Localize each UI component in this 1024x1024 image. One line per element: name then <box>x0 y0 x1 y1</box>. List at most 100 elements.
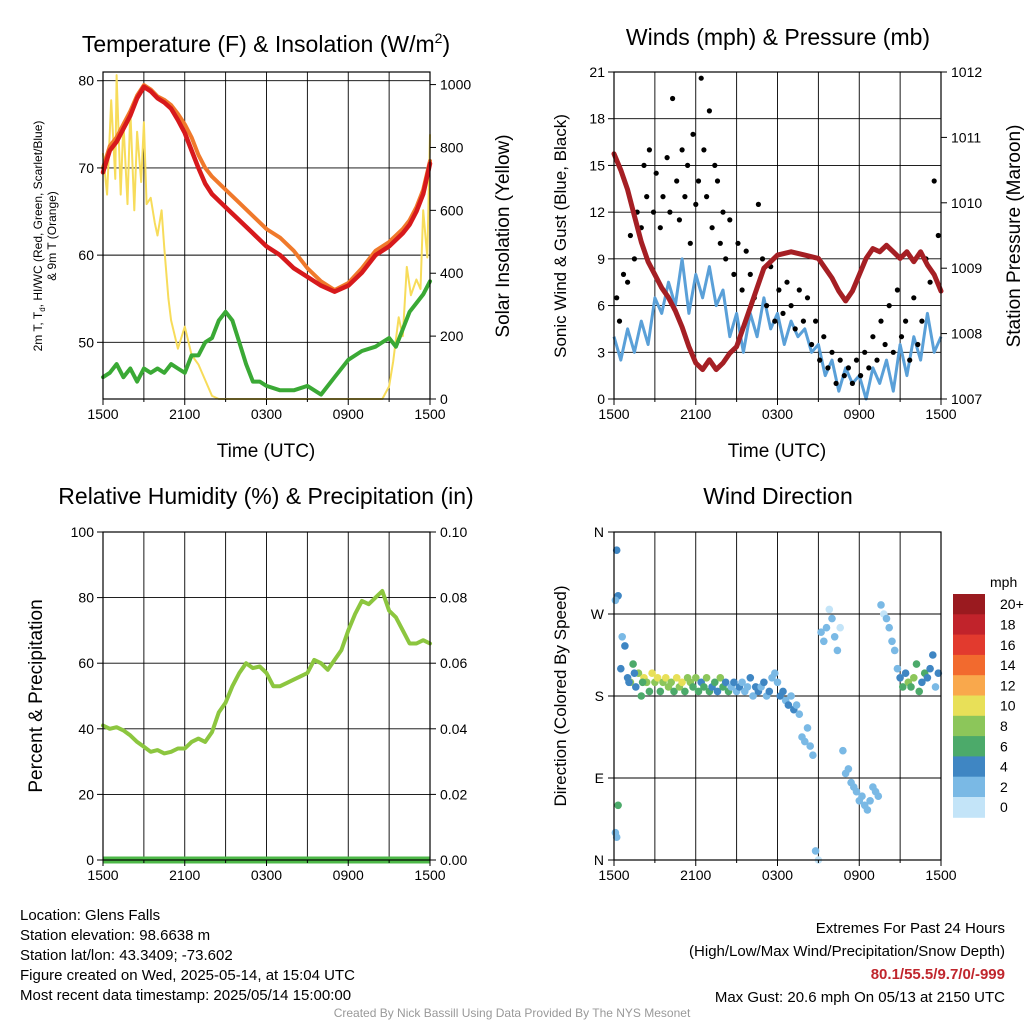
y2-tick-label: 1007 <box>951 391 982 407</box>
direction-point <box>820 637 828 646</box>
station-info: Location: Glens Falls Station elevation:… <box>20 906 355 1006</box>
wind-direction-grid <box>614 532 941 860</box>
x-tick-label: 1500 <box>598 406 629 422</box>
direction-point <box>672 674 681 682</box>
gust-point <box>690 131 696 137</box>
gust-point <box>759 256 766 262</box>
gust-point <box>784 279 790 285</box>
extremes-description: (High/Low/Max Wind/Precipitation/Snow De… <box>689 943 1005 960</box>
direction-point <box>614 801 622 810</box>
gust-point <box>667 209 673 215</box>
gust-point <box>657 225 663 231</box>
direction-point <box>765 687 774 696</box>
y-tick-label: 3 <box>597 344 605 360</box>
direction-point <box>702 674 711 682</box>
direction-point <box>901 669 910 677</box>
direction-point <box>662 674 670 682</box>
direction-point <box>632 683 640 691</box>
gust-point <box>704 194 710 200</box>
y-tick-label: 9 <box>597 251 605 267</box>
y-tick-label: 20 <box>78 786 94 802</box>
direction-point <box>611 596 620 605</box>
direction-point <box>923 674 932 682</box>
y2-tick-label: 0.04 <box>440 721 467 737</box>
winds-xlabel: Time (UTC) <box>728 441 827 462</box>
y2-tick-label: 1009 <box>951 260 982 276</box>
gust-point <box>723 256 729 262</box>
max-gust: Max Gust: 20.6 mph On 05/13 at 2150 UTC <box>714 989 1005 1006</box>
gust-point <box>676 217 683 223</box>
y-tick-label: 80 <box>78 590 94 606</box>
direction-point <box>784 701 793 709</box>
direction-point <box>678 678 686 687</box>
direction-point <box>806 742 814 750</box>
gust-point <box>825 365 831 371</box>
gust-point <box>821 334 827 340</box>
x-tick-label: 1500 <box>925 406 956 422</box>
gust-point <box>714 178 721 184</box>
legend-swatch <box>953 736 985 757</box>
series-sonic-wind <box>612 257 943 401</box>
x-tick-label: 2100 <box>169 867 200 883</box>
direction-point <box>618 633 626 641</box>
x-tick-label: 0300 <box>762 867 793 883</box>
direction-point <box>825 605 834 614</box>
gust-point <box>682 194 688 200</box>
x-tick-label: 2100 <box>169 406 200 422</box>
gust-point <box>695 178 702 184</box>
y-tick-label: 0 <box>597 391 605 407</box>
winds-ylabel-right: Station Pressure (Maroon) <box>1004 125 1024 348</box>
legend-swatch <box>953 654 985 676</box>
humidity-ylabel-left: Percent & Precipitation <box>26 599 47 792</box>
gust-point <box>664 155 670 161</box>
direction-point <box>893 664 902 673</box>
direction-point <box>811 847 820 855</box>
direction-point <box>694 687 703 696</box>
gust-point <box>693 201 699 207</box>
direction-point <box>629 660 637 668</box>
figure-created: Figure created on Wed, 2025-05-14, at 15… <box>20 967 355 984</box>
legend-label: 0 <box>1000 799 1008 815</box>
x-tick-label: 1500 <box>925 867 956 883</box>
gust-point <box>646 147 653 153</box>
y2-tick-label: 1008 <box>951 326 982 342</box>
wind-direction-series <box>611 546 943 864</box>
direction-point <box>918 678 926 687</box>
legend-swatch <box>953 675 985 696</box>
humidity-ticks: 1500 2100 0300 0900 15000204060801000.000.02… <box>71 524 468 883</box>
direction-point <box>700 683 708 691</box>
direction-point <box>792 701 801 709</box>
gust-point <box>670 95 676 102</box>
direction-point <box>795 710 804 718</box>
direction-point <box>852 787 861 796</box>
gust-point <box>780 310 786 316</box>
y2-tick-label: 1000 <box>440 77 471 93</box>
y-tick-label: 40 <box>78 721 94 737</box>
gust-point <box>776 287 782 293</box>
y-tick-label: W <box>591 606 605 622</box>
winds-panel: Winds (mph) & Pressure (mb) 1500 2100 0300… <box>551 24 1024 462</box>
legend-label: 6 <box>1000 738 1008 754</box>
x-tick-label: 0900 <box>844 406 875 422</box>
humidity-panel: Relative Humidity (%) & Precipitation (i… <box>26 483 474 883</box>
y-tick-label: 80 <box>78 73 94 89</box>
y-tick-label: 60 <box>78 655 94 671</box>
gust-point <box>706 108 713 114</box>
y2-tick-label: 0.08 <box>440 590 467 606</box>
y2-tick-label: 600 <box>440 202 464 218</box>
y2-tick-label: 0.06 <box>440 655 467 671</box>
y2-tick-label: 200 <box>440 328 464 344</box>
legend-swatch <box>953 594 985 615</box>
direction-point <box>874 792 883 800</box>
x-tick-label: 0900 <box>333 406 364 422</box>
winds-grid <box>614 71 941 400</box>
direction-point <box>689 683 697 691</box>
station-elevation: Station elevation: 98.6638 m <box>20 927 211 944</box>
gust-point <box>935 232 941 239</box>
gust-point <box>837 357 843 363</box>
legend-label: 12 <box>1000 677 1016 693</box>
x-tick-label: 0300 <box>251 406 282 422</box>
direction-point <box>773 678 782 687</box>
gust-point <box>755 201 762 207</box>
direction-point <box>890 646 899 655</box>
